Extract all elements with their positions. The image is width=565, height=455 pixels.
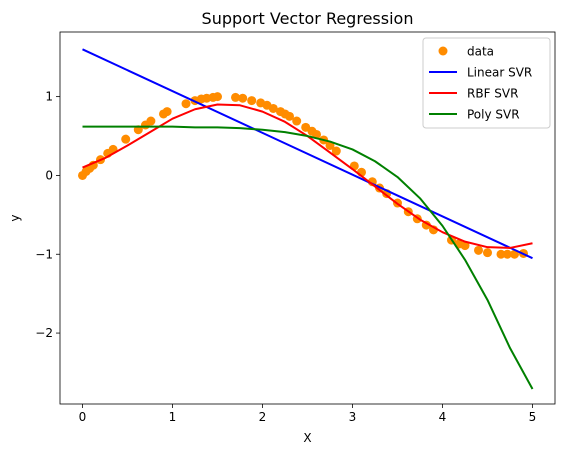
data-point <box>502 249 512 259</box>
linear-svr-line <box>82 48 533 260</box>
legend-label-poly-svr: Poly SVR <box>467 108 520 122</box>
x-tick-label: 1 <box>169 410 177 424</box>
x-tick-label: 3 <box>349 410 357 424</box>
y-tick-label: −2 <box>35 326 53 340</box>
data-point <box>285 111 294 121</box>
y-axis-label: y <box>8 214 22 221</box>
legend-label-rbf-svr: RBF SVR <box>467 87 518 101</box>
data-point <box>483 248 492 258</box>
data-point <box>146 116 156 126</box>
x-tick-label: 2 <box>259 410 267 424</box>
legend-box <box>422 37 551 129</box>
data-point <box>162 107 172 117</box>
data-point <box>231 92 240 102</box>
legend: data Linear SVR RBF SVR Poly SVR <box>422 37 551 129</box>
chart-title: Support Vector Regression <box>202 9 414 28</box>
legend-label-linear-svr: Linear SVR <box>467 66 532 80</box>
x-tick-label: 5 <box>529 410 537 424</box>
y-tick-label: 0 <box>45 168 53 182</box>
data-point <box>121 134 131 144</box>
poly-svr-line <box>82 125 534 390</box>
x-tick-label: 0 <box>79 410 87 424</box>
y-tick-label: 1 <box>45 90 53 104</box>
data-point <box>496 249 506 259</box>
data-point <box>247 96 257 106</box>
x-axis-label: X <box>303 431 311 445</box>
data-point <box>213 92 222 102</box>
x-tick-label: 4 <box>439 410 447 424</box>
axes: 0 1 2 3 4 5 −2 −1 0 1 <box>35 31 556 424</box>
legend-marker-data <box>438 46 448 56</box>
data-point <box>268 103 278 113</box>
data-point <box>292 116 302 126</box>
data-point <box>474 245 483 255</box>
y-tick-label: −1 <box>35 247 53 261</box>
data-point <box>181 99 191 109</box>
data-point <box>510 249 519 259</box>
data-point <box>331 146 341 156</box>
legend-label-data: data <box>467 45 494 59</box>
plot-area <box>78 48 534 390</box>
data-point <box>460 241 470 251</box>
data-point <box>238 93 248 103</box>
axes-frame <box>59 31 556 405</box>
